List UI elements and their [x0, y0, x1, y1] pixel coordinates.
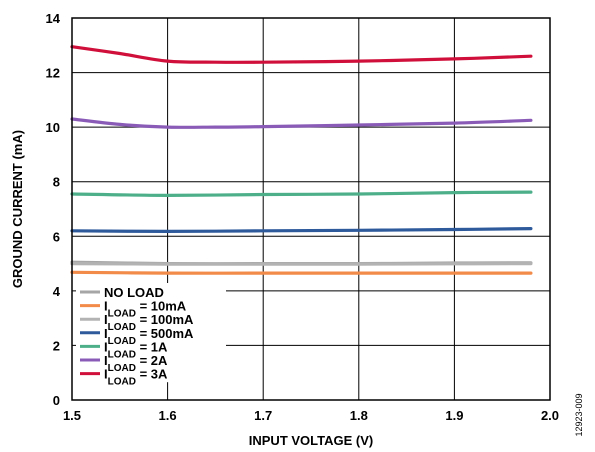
series-line-2 — [70, 262, 533, 266]
y-tick-label: 4 — [53, 284, 61, 299]
plot-border — [71, 17, 551, 401]
x-tick-label: 1.8 — [350, 408, 368, 423]
legend-label: ILOAD = 100mA — [104, 312, 194, 333]
x-tick-label: 1.7 — [254, 408, 272, 423]
legend-label: ILOAD = 500mA — [104, 326, 194, 347]
y-tick-label: 10 — [46, 120, 60, 135]
series-line-1 — [70, 270, 533, 275]
legend-label: ILOAD = 1A — [104, 339, 168, 360]
y-axis-title: GROUND CURRENT (mA) — [10, 130, 25, 288]
x-tick-label: 1.6 — [159, 408, 177, 423]
plot-frame — [71, 17, 551, 401]
x-tick-labels: 1.5 1.6 1.7 1.8 1.9 2.0 — [63, 408, 559, 423]
x-tick-label: 1.9 — [445, 408, 463, 423]
legend-label: ILOAD = 3A — [104, 367, 168, 388]
series-line-5 — [70, 117, 533, 129]
series-line-6 — [70, 45, 533, 64]
y-tick-label: 14 — [46, 11, 61, 26]
x-tick-label: 1.5 — [63, 408, 81, 423]
y-tick-label: 0 — [53, 393, 60, 408]
series-lines — [70, 45, 533, 275]
series-line-4 — [70, 190, 533, 198]
x-axis-title: INPUT VOLTAGE (V) — [249, 433, 373, 448]
y-tick-label: 12 — [46, 66, 60, 81]
y-tick-label: 2 — [53, 338, 60, 353]
y-tick-label: 8 — [53, 175, 60, 190]
x-tick-label: 2.0 — [541, 408, 559, 423]
legend-background — [76, 283, 226, 383]
legend-label: ILOAD = 10mA — [104, 299, 187, 320]
legend-label: NO LOAD — [104, 285, 164, 300]
y-tick-label: 6 — [53, 229, 60, 244]
y-tick-labels: 0 2 4 6 8 10 12 14 — [46, 11, 61, 408]
legend-label: ILOAD = 2A — [104, 353, 168, 374]
series-line-3 — [70, 227, 533, 234]
figure-id: 12923-009 — [574, 393, 584, 436]
